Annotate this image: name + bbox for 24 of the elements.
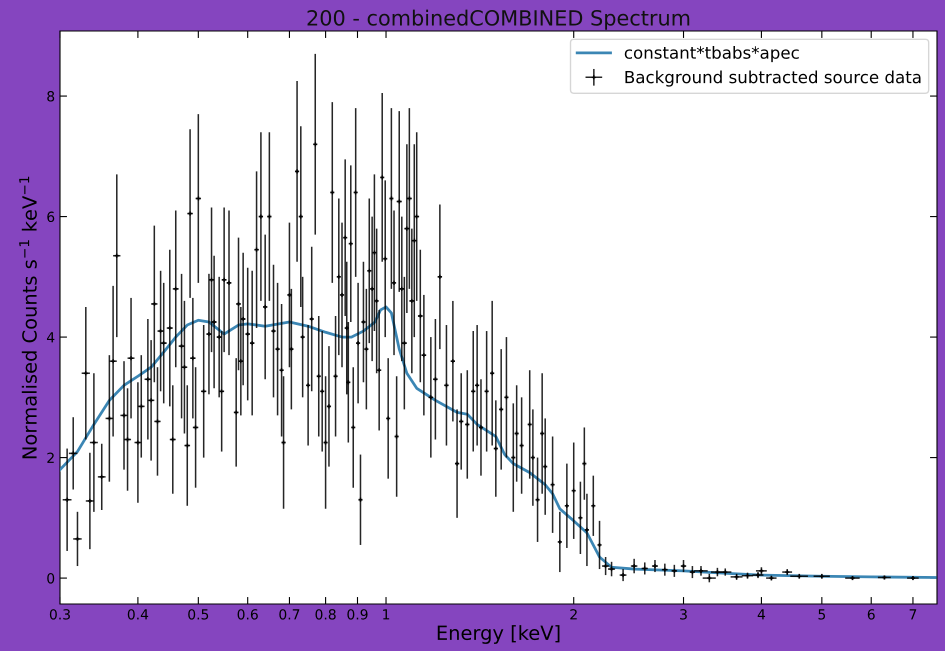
x-tick-label: 0.4 (128, 609, 148, 620)
y-tick-label: 4 (46, 332, 54, 342)
y-axis-title: Normalised Counts s$^{−1}$ keV$^{−1}$ (19, 176, 37, 458)
x-tick-label: 0.3 (50, 609, 70, 620)
x-tick-label: 7 (910, 609, 916, 620)
x-tick-label: 2 (570, 609, 577, 620)
y-tick-label: 0 (47, 573, 54, 584)
x-tick-label: 0.8 (315, 609, 336, 620)
x-tick-label: 6 (868, 609, 875, 620)
x-axis-title: Energy [keV] (438, 625, 560, 644)
x-tick-label: 0.9 (347, 609, 368, 620)
y-tick-label: 6 (47, 212, 54, 222)
x-tick-label: 3 (680, 609, 687, 620)
x-tick-label: 1 (383, 609, 390, 620)
x-tick-label: 4 (758, 609, 766, 620)
legend-label: Background subtracted source data (625, 70, 920, 87)
y-tick-label: 2 (47, 452, 54, 463)
legend-label: constant*tbabs*apec (624, 46, 799, 62)
x-tick-label: 0.6 (238, 609, 258, 620)
x-tick-label: 0.7 (279, 609, 300, 620)
x-tick-label: 5 (818, 609, 826, 620)
chart-title: 200 - combinedCOMBINED Spectrum (308, 10, 690, 30)
y-tick-label: 8 (47, 91, 54, 102)
x-tick-label: 0.5 (188, 609, 208, 620)
